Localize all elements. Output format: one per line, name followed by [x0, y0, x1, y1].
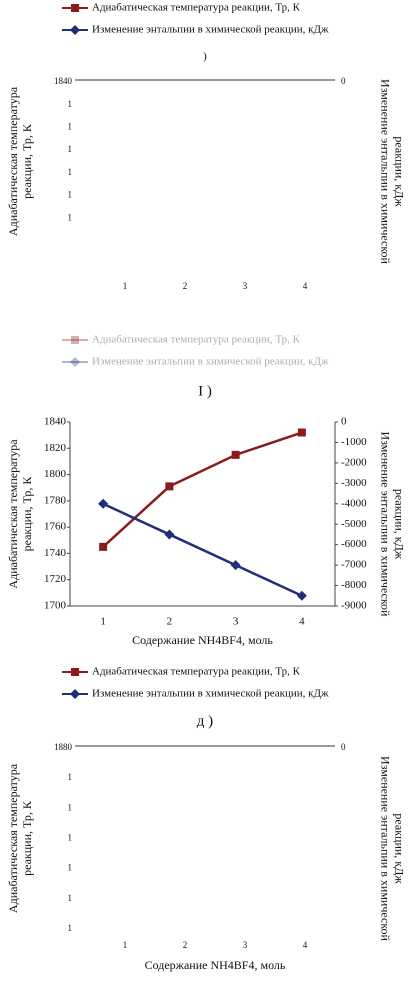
x-tick-label: 4: [299, 616, 305, 628]
y-tick-label: 1: [68, 121, 73, 131]
panel-label: ): [203, 51, 207, 63]
x-axis-label: Содержание NH4BF4, моль: [132, 633, 273, 647]
x-tick-label: 1: [123, 940, 128, 950]
marker: [98, 498, 109, 509]
legend-marker: [71, 4, 79, 12]
x-tick-label: 3: [243, 940, 248, 950]
y-tick-label: 1720: [44, 573, 67, 585]
y-tick-label: 1: [68, 772, 73, 782]
y-tick-label: 1: [68, 167, 73, 177]
series-line: [102, 502, 303, 597]
y-tick-label: 1: [68, 923, 73, 933]
y-axis-label: реакции, Тр, К: [20, 123, 34, 199]
y2-tick-label: -8000: [341, 579, 367, 591]
y-tick-label: 1: [68, 863, 73, 873]
y-tick-label: 1: [68, 893, 73, 903]
marker: [296, 590, 307, 601]
y-tick-label: 1780: [44, 494, 67, 506]
x-tick-label: 4: [303, 940, 308, 950]
legend-marker: [70, 689, 80, 699]
y2-tick-label: 0: [341, 742, 346, 752]
legend-marker: [70, 357, 80, 367]
y-tick-label: 1700: [44, 600, 67, 612]
series-line: [102, 431, 303, 548]
y2-axis-label: реакции, кДж: [392, 136, 406, 207]
y-axis-label: Адиабатическая температура: [6, 763, 20, 913]
y-tick-label: 1: [68, 212, 73, 222]
y-tick-label: 1: [68, 802, 73, 812]
y2-tick-label: -3000: [341, 477, 367, 489]
x-tick-label: 1: [123, 281, 128, 291]
panel-label: д ): [197, 713, 213, 729]
y2-tick-label: -5000: [341, 518, 367, 530]
y-tick-label: 1820: [44, 442, 67, 454]
y-tick-label: 1: [68, 833, 73, 843]
y-axis-label: Адиабатическая температура: [6, 439, 20, 589]
legend-marker: [71, 336, 79, 344]
x-tick-label: 1: [100, 616, 106, 628]
legend-label: Адиабатическая температура реакции, Тр, …: [92, 2, 301, 14]
y-axis-label: реакции, Тр, К: [20, 800, 34, 876]
y2-tick-label: 0: [341, 76, 346, 86]
y-tick-label: 1800: [44, 468, 67, 480]
legend-label: Адиабатическая температура реакции, Тр, …: [92, 334, 301, 346]
y2-tick-label: -9000: [341, 600, 367, 612]
y2-axis-label: Изменение энтальпии в химической: [378, 79, 392, 265]
y-tick-label: 1880: [54, 742, 73, 752]
legend-label: Изменение энтальпии в химической реакции…: [92, 24, 329, 36]
x-tick-label: 2: [183, 940, 188, 950]
legend-label: Изменение энтальпии в химической реакции…: [92, 688, 329, 700]
x-tick-label: 4: [303, 281, 308, 291]
marker: [99, 542, 108, 551]
y-tick-label: 1: [68, 99, 73, 109]
legend-label: Изменение энтальпии в химической реакции…: [92, 356, 329, 368]
y-tick-label: 1760: [44, 521, 67, 533]
legend-marker: [71, 668, 79, 676]
marker: [297, 428, 306, 437]
y-tick-label: 1: [68, 190, 73, 200]
legend-marker: [70, 25, 80, 35]
y2-tick-label: -1000: [341, 436, 367, 448]
marker: [165, 482, 174, 491]
y2-axis-label: Изменение энтальпии в химической: [378, 432, 392, 618]
y2-axis-label: реакции, кДж: [392, 813, 406, 884]
y-axis-label: Адиабатическая температура: [6, 86, 20, 236]
x-axis-label: Содержание NH4BF4, моль: [145, 958, 286, 972]
y2-tick-label: 0: [341, 416, 347, 428]
panel-label: I ): [198, 383, 212, 399]
y2-tick-label: -6000: [341, 538, 367, 550]
y2-axis-label: реакции, кДж: [392, 489, 406, 560]
y-tick-label: 1740: [44, 547, 67, 559]
y2-tick-label: -2000: [341, 456, 367, 468]
legend-label: Адиабатическая температура реакции, Тр, …: [92, 666, 301, 678]
y-tick-label: 1840: [54, 76, 73, 86]
marker: [230, 560, 241, 571]
marker: [231, 450, 240, 459]
y2-tick-label: -4000: [341, 497, 367, 509]
x-tick-label: 2: [167, 616, 173, 628]
y2-axis-label: Изменение энтальпии в химической: [378, 756, 392, 942]
marker: [164, 529, 175, 540]
x-tick-label: 2: [183, 281, 188, 291]
x-tick-label: 3: [243, 281, 248, 291]
y2-tick-label: -7000: [341, 559, 367, 571]
y-axis-label: реакции, Тр, К: [20, 476, 34, 552]
y-tick-label: 1: [68, 144, 73, 154]
x-tick-label: 3: [233, 616, 239, 628]
y-tick-label: 1840: [44, 416, 67, 428]
